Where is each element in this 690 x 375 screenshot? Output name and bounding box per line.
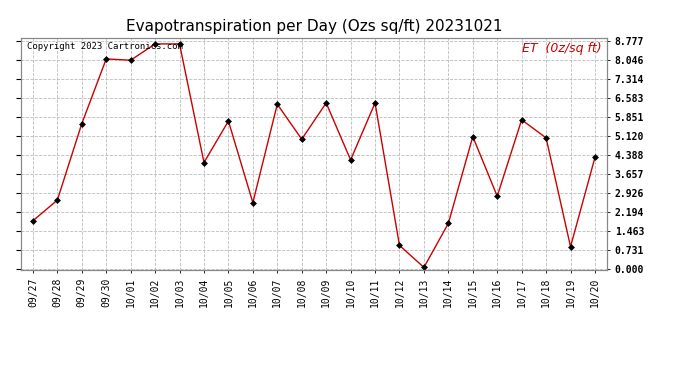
Text: Copyright 2023 Cartronics.com: Copyright 2023 Cartronics.com (26, 42, 182, 51)
Title: Evapotranspiration per Day (Ozs sq/ft) 20231021: Evapotranspiration per Day (Ozs sq/ft) 2… (126, 18, 502, 33)
Text: ET  (0z/sq ft): ET (0z/sq ft) (522, 42, 602, 55)
